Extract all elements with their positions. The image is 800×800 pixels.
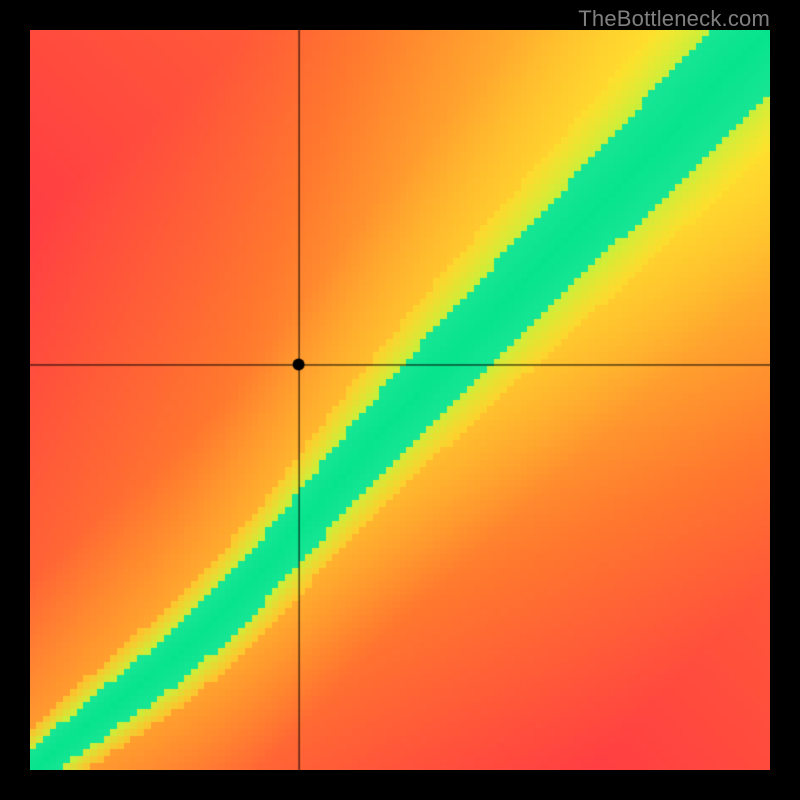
watermark-text: TheBottleneck.com (578, 6, 770, 32)
heatmap-plot (30, 30, 770, 770)
chart-container: TheBottleneck.com (0, 0, 800, 800)
